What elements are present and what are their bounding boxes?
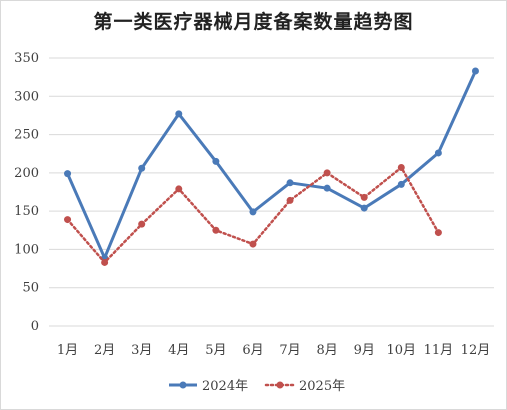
series-point-1 [212,157,220,165]
series-point-1 [286,179,294,187]
x-tick-label: 3月 [131,343,152,358]
series-point-2 [360,193,368,201]
x-tick-label: 2月 [94,343,115,358]
series-point-1 [397,180,405,188]
x-tick-label: 5月 [205,343,226,358]
series-point-1 [360,204,368,212]
series-point-1 [64,170,72,178]
x-tick-label: 11月 [424,343,454,358]
series-point-2 [64,216,72,224]
y-tick-label: 150 [14,204,39,219]
x-tick-label: 10月 [387,343,417,358]
series-point-2 [175,185,183,193]
series-line-1 [66,70,477,260]
series-point-1 [471,67,479,75]
series-point-2 [212,226,220,234]
series-point-1 [175,110,183,118]
x-tick-label: 6月 [242,343,263,358]
series-point-1 [138,164,146,172]
legend-marker-1 [179,381,187,389]
series-point-2 [101,258,109,266]
x-tick-label: 8月 [316,343,337,358]
x-tick-label: 9月 [354,343,375,358]
series-point-1 [323,184,331,192]
y-tick-label: 250 [14,128,39,143]
y-tick-label: 50 [22,281,39,296]
y-tick-label: 350 [14,51,39,66]
x-tick-label: 1月 [57,343,78,358]
series-point-2 [249,240,257,248]
series-point-2 [397,163,405,171]
legend-marker-2 [276,381,284,389]
legend-label-1: 2024年 [202,379,248,394]
series-point-1 [434,149,442,157]
series-point-2 [138,220,146,228]
x-tick-label: 12月 [461,343,491,358]
y-tick-label: 300 [14,89,39,104]
x-tick-label: 4月 [168,343,189,358]
series-point-2 [323,169,331,177]
series-point-2 [434,229,442,237]
legend-label-2: 2025年 [299,379,345,394]
series-point-2 [286,196,294,204]
y-tick-label: 0 [31,319,39,334]
y-tick-label: 100 [14,242,39,257]
series-point-1 [249,208,257,216]
chart-title: 第一类医疗器械月度备案数量趋势图 [93,11,414,33]
y-tick-label: 200 [14,166,39,181]
x-tick-label: 7月 [279,343,300,358]
